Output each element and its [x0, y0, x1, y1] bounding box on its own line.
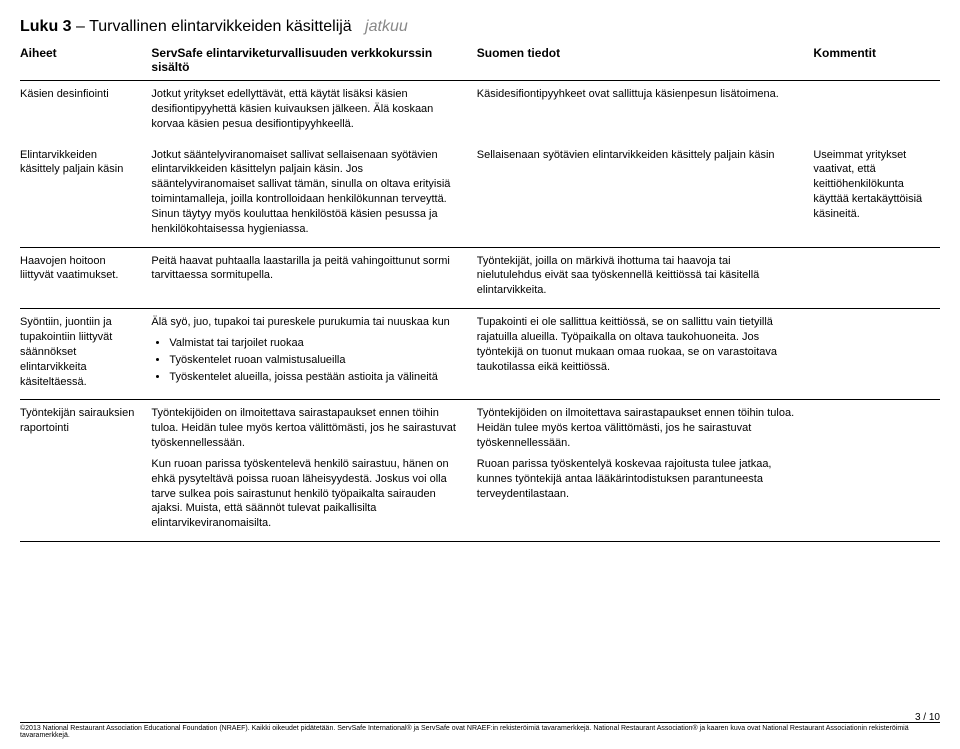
table-row: Käsien desinfiointi Jotkut yritykset ede…	[20, 81, 940, 142]
header-content: ServSafe elintarviketurvallisuuden verkk…	[143, 42, 468, 81]
cell-comment	[805, 400, 940, 542]
table-row: Haavojen hoitoon liittyvät vaatimukset. …	[20, 247, 940, 309]
cell-content: Jotkut sääntelyviranomaiset sallivat sel…	[143, 142, 468, 248]
footer-copyright: ©2013 National Restaurant Association Ed…	[20, 722, 940, 739]
cell-topic: Käsien desinfiointi	[20, 81, 143, 142]
chapter-continues: jatkuu	[365, 18, 408, 35]
chapter-heading: Luku 3 – Turvallinen elintarvikkeiden kä…	[20, 18, 940, 36]
chapter-title-text: Turvallinen elintarvikkeiden käsittelijä	[89, 18, 352, 35]
cell-finland: Tupakointi ei ole sallittua keittiössä, …	[469, 309, 806, 400]
header-topic: Aiheet	[20, 42, 143, 81]
list-item: Työskentelet ruoan valmistusalueilla	[169, 353, 460, 368]
header-comment: Kommentit	[805, 42, 940, 81]
cell-finland: Työntekijät, joilla on märkivä ihottuma …	[469, 247, 806, 309]
cell-comment	[805, 81, 940, 142]
chapter-prefix: Luku 3	[20, 18, 72, 35]
cell-content: Työntekijöiden on ilmoitettava sairastap…	[143, 400, 468, 542]
table-row: Työntekijän sairauksien raportointi Työn…	[20, 400, 940, 542]
cell-comment: Useimmat yritykset vaativat, että keitti…	[805, 142, 940, 248]
cell-finland: Sellaisenaan syötävien elintarvikkeiden …	[469, 142, 806, 248]
cell-topic: Työntekijän sairauksien raportointi	[20, 400, 143, 542]
bullet-list: Valmistat tai tarjoilet ruokaa Työskente…	[169, 336, 460, 385]
content-table: Aiheet ServSafe elintarviketurvallisuude…	[20, 42, 940, 542]
cell-topic: Haavojen hoitoon liittyvät vaatimukset.	[20, 247, 143, 309]
table-row: Syöntiin, juontiin ja tupakointiin liitt…	[20, 309, 940, 400]
cell-topic: Elintarvikkeiden käsittely paljain käsin	[20, 142, 143, 248]
cell-finland: Työntekijöiden on ilmoitettava sairastap…	[469, 400, 806, 542]
cell-content: Jotkut yritykset edellyttävät, että käyt…	[143, 81, 468, 142]
cell-finland: Käsidesifiontipyyhkeet ovat sallittuja k…	[469, 81, 806, 142]
cell-content: Peitä haavat puhtaalla laastarilla ja pe…	[143, 247, 468, 309]
header-finland: Suomen tiedot	[469, 42, 806, 81]
table-row: Elintarvikkeiden käsittely paljain käsin…	[20, 142, 940, 248]
cell-topic: Syöntiin, juontiin ja tupakointiin liitt…	[20, 309, 143, 400]
list-item: Työskentelet alueilla, joissa pestään as…	[169, 370, 460, 385]
cell-comment	[805, 247, 940, 309]
table-header-row: Aiheet ServSafe elintarviketurvallisuude…	[20, 42, 940, 81]
cell-content: Älä syö, juo, tupakoi tai pureskele puru…	[143, 309, 468, 400]
cell-comment	[805, 309, 940, 400]
list-item: Valmistat tai tarjoilet ruokaa	[169, 336, 460, 351]
